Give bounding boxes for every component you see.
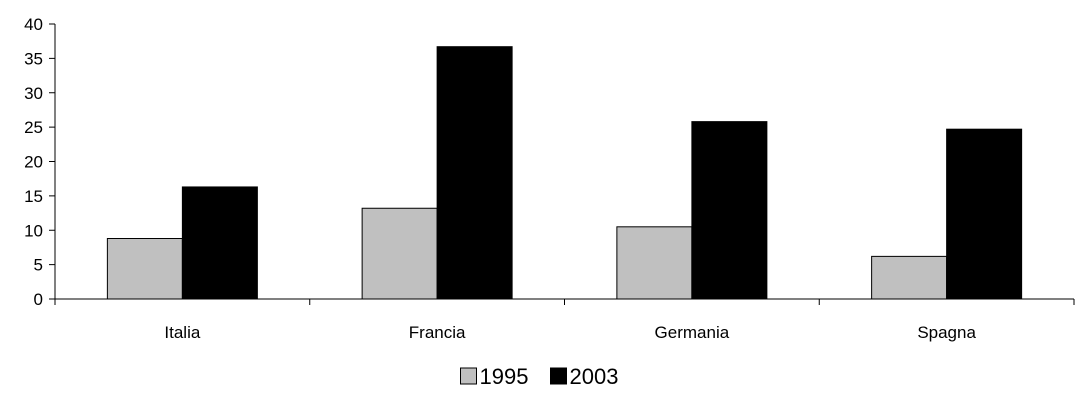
legend-swatch-2003 bbox=[550, 367, 567, 385]
bars bbox=[106, 46, 1023, 300]
bar-1995-francia bbox=[361, 207, 438, 300]
bar-1995-spagna bbox=[871, 255, 948, 300]
x-category-label: Germania bbox=[655, 323, 730, 342]
legend-label: 2003 bbox=[570, 364, 619, 389]
y-tick-label: 30 bbox=[24, 84, 43, 103]
legend: 1995 2003 bbox=[460, 364, 619, 389]
x-category-label: Francia bbox=[409, 323, 466, 342]
y-tick-label: 25 bbox=[24, 118, 43, 137]
y-tick-label: 0 bbox=[34, 290, 43, 309]
bar-2003-francia bbox=[436, 46, 513, 300]
y-axis: 0 5 10 15 20 25 30 35 40 bbox=[24, 15, 56, 309]
bar-2003-germania bbox=[691, 121, 768, 300]
bar-1995-italia bbox=[106, 238, 183, 300]
y-tick-label: 20 bbox=[24, 153, 43, 172]
x-axis: Italia Francia Germania Spagna bbox=[54, 298, 1075, 342]
y-tick-label: 10 bbox=[24, 221, 43, 240]
bar-2003-spagna bbox=[946, 128, 1023, 300]
bar-2003-italia bbox=[181, 186, 258, 300]
legend-label: 1995 bbox=[480, 364, 529, 389]
x-category-label: Italia bbox=[164, 323, 200, 342]
y-tick-label: 35 bbox=[24, 49, 43, 68]
x-category-label: Spagna bbox=[917, 323, 976, 342]
y-tick-label: 5 bbox=[34, 256, 43, 275]
y-tick-label: 15 bbox=[24, 187, 43, 206]
y-tick-label: 40 bbox=[24, 15, 43, 34]
bar-1995-germania bbox=[616, 226, 693, 300]
legend-swatch-1995 bbox=[460, 367, 477, 385]
